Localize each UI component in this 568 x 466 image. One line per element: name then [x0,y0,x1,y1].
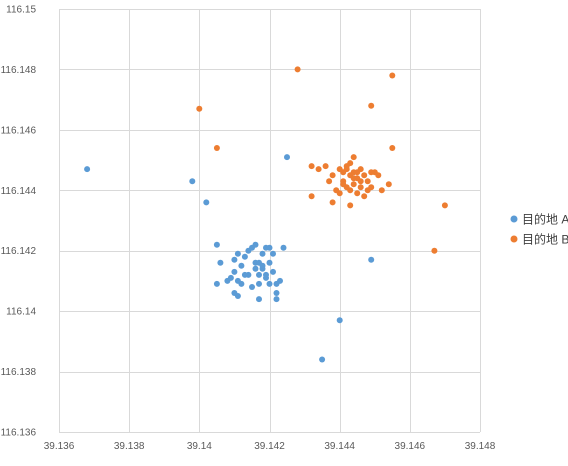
data-point [351,175,357,181]
data-point [333,187,339,193]
data-point [365,178,371,184]
data-point [231,290,237,296]
data-point [260,263,266,269]
data-point [214,242,220,248]
data-point [242,272,248,278]
data-point [375,172,381,178]
y-tick-label: 116.148 [1,65,37,76]
data-point [274,281,280,287]
data-point [442,202,448,208]
data-point [256,296,262,302]
x-tick-label: 39.148 [465,441,496,452]
data-point [309,163,315,169]
data-point [238,263,244,269]
data-point [256,281,262,287]
data-point [340,181,346,187]
legend-label: 目的地 B [522,232,568,247]
y-tick-label: 116.142 [1,246,37,257]
data-point [386,181,392,187]
x-tick-label: 39.142 [254,441,285,452]
data-point [368,169,374,175]
y-tick-label: 116.146 [1,125,37,136]
y-tick-label: 116.144 [1,186,37,197]
data-point [347,160,353,166]
data-point [214,281,220,287]
data-point [358,184,364,190]
y-tick-label: 116.136 [1,428,37,439]
data-point [431,248,437,254]
data-point [361,172,367,178]
data-point [274,290,280,296]
legend-marker [511,236,518,243]
data-point [389,73,395,79]
data-point [203,199,209,205]
data-point [231,269,237,275]
data-point [347,187,353,193]
data-point [284,154,290,160]
data-point [281,245,287,251]
data-point [309,193,315,199]
data-point [337,317,343,323]
data-point [368,103,374,109]
data-point [235,251,241,257]
data-point [214,145,220,151]
data-point [354,190,360,196]
data-point [196,106,202,112]
data-point [228,275,234,281]
y-tick-label: 116.15 [6,5,36,16]
data-point [330,199,336,205]
y-tick-label: 116.138 [1,367,37,378]
data-point [274,296,280,302]
data-point [365,187,371,193]
x-tick-label: 39.14 [187,441,212,452]
data-point [242,254,248,260]
data-point [316,166,322,172]
data-point [326,178,332,184]
data-point [347,202,353,208]
data-point [249,284,255,290]
x-tick-label: 39.136 [44,441,75,452]
data-point [263,272,269,278]
data-point [267,260,273,266]
data-point [319,357,325,363]
data-point [260,251,266,257]
data-point [231,257,237,263]
data-point [351,154,357,160]
legend-label: 目的地 A [522,212,568,227]
data-point [267,281,273,287]
data-point [323,163,329,169]
y-tick-label: 116.14 [6,307,36,318]
x-tick-label: 39.146 [395,441,426,452]
legend-marker [511,216,518,223]
x-tick-label: 39.144 [324,441,355,452]
data-point [270,269,276,275]
data-point [217,260,223,266]
data-point [358,178,364,184]
data-point [330,172,336,178]
data-point [267,245,273,251]
data-point [84,166,90,172]
data-point [361,193,367,199]
data-point [253,242,259,248]
data-point [295,66,301,72]
data-point [238,281,244,287]
data-point [389,145,395,151]
x-tick-label: 39.138 [114,441,145,452]
data-point [270,251,276,257]
data-point [354,169,360,175]
data-point [256,272,262,278]
data-point [189,178,195,184]
data-point [368,257,374,263]
data-point [351,181,357,187]
data-point [344,166,350,172]
data-point [379,187,385,193]
data-point [253,266,259,272]
